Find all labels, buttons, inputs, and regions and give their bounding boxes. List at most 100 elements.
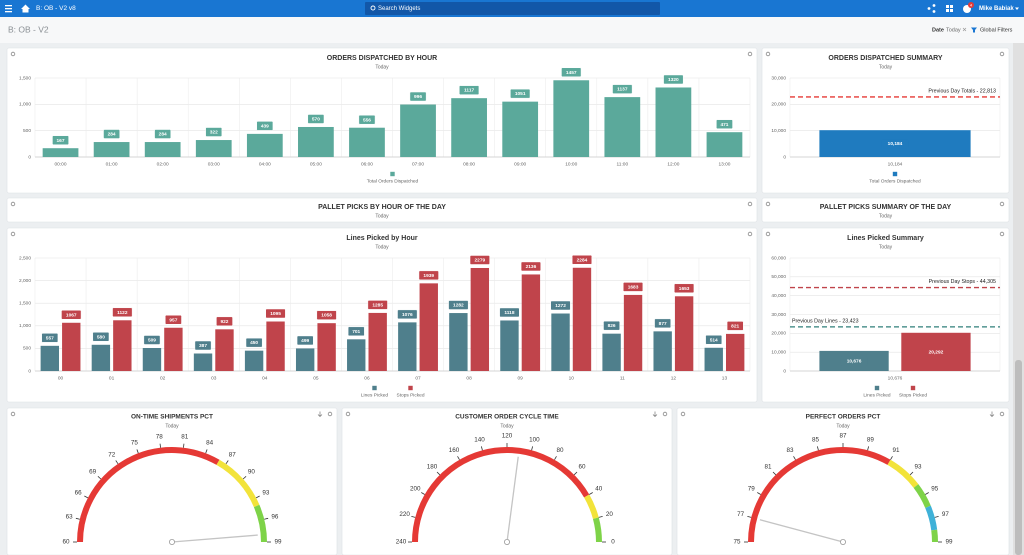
gauge-tick-label: 240 (396, 539, 407, 546)
widget-menu-icon[interactable] (327, 411, 333, 417)
gauge-tick (772, 471, 777, 476)
gauge-band (887, 459, 919, 488)
widget-settings-icon[interactable] (10, 411, 16, 417)
data-label: 580 (97, 334, 105, 340)
data-label: 1137 (617, 87, 628, 93)
data-label-box (603, 320, 620, 331)
gauge-tick (411, 515, 416, 518)
bar (653, 331, 672, 371)
data-label-box (92, 332, 110, 342)
dashboard-title[interactable]: B: OB - V2 v8 (36, 5, 76, 12)
widget-settings-icon[interactable] (10, 51, 16, 57)
data-label: 996 (414, 94, 422, 100)
data-label: 1058 (321, 313, 332, 319)
gauge-tick-label: 90 (248, 468, 256, 475)
search-box[interactable] (365, 2, 660, 15)
gauge-tick (554, 456, 557, 460)
legend-label[interactable]: Total Orders Dispatched (367, 178, 419, 184)
date-clear[interactable] (962, 27, 967, 32)
gauge-tick-label: 72 (108, 451, 116, 458)
date-value[interactable]: Today (946, 27, 961, 33)
widget-settings-icon[interactable] (680, 411, 686, 417)
legend-label[interactable]: Lines Picked (863, 392, 891, 398)
legend-label[interactable]: Lines Picked (361, 392, 389, 398)
x-tick-label: 07:00 (412, 161, 424, 167)
legend-label[interactable]: Total Orders Dispatched (869, 178, 921, 184)
widget-panel (676, 407, 1010, 555)
widget-settings-icon[interactable] (10, 201, 16, 207)
gauge-tick (264, 517, 269, 520)
gauge-pivot (503, 539, 510, 546)
share-icon[interactable] (927, 4, 936, 13)
y-tick-label: 60,000 (771, 255, 786, 261)
widget-menu-icon[interactable] (747, 231, 753, 237)
x-tick-label: 10 (569, 375, 575, 381)
bar (266, 321, 285, 371)
widget-menu-icon[interactable] (999, 231, 1005, 237)
data-label-box (510, 88, 531, 99)
gauge-tick (115, 460, 119, 465)
bar (398, 322, 417, 371)
gauge-tick-label: 81 (765, 464, 773, 471)
widget-menu-icon[interactable] (747, 51, 753, 57)
widget-settings-icon[interactable] (10, 231, 16, 237)
home-icon[interactable] (21, 4, 30, 13)
bar (400, 104, 436, 157)
scrollbar-thumb[interactable] (1015, 360, 1022, 555)
gauge-tick-label: 66 (75, 489, 83, 496)
widget-download-icon[interactable] (317, 411, 323, 417)
widget-panel (761, 227, 1010, 403)
legend-label[interactable]: Stops Picked (397, 392, 425, 398)
bar (551, 313, 570, 371)
gauge-tick-label: 95 (931, 486, 939, 493)
data-label-box (216, 316, 233, 327)
widget-download-icon[interactable] (989, 411, 995, 417)
widget-title: Lines Picked Summary (847, 235, 924, 242)
gauge-tick-label: 100 (529, 436, 540, 443)
widget-menu-icon[interactable] (999, 51, 1005, 57)
widget-settings-icon[interactable] (765, 51, 771, 57)
global-filters[interactable]: Global Filters (980, 27, 1013, 33)
x-tick-label: 07 (415, 375, 421, 381)
apps-icon[interactable] (946, 5, 953, 12)
widget-title: CUSTOMER ORDER CYCLE TIME (455, 414, 559, 421)
menu-icon[interactable] (5, 5, 12, 13)
gauge-tick (75, 517, 80, 520)
y-tick-label: 0 (28, 154, 31, 160)
data-label: 387 (199, 343, 207, 349)
search-icon (370, 5, 376, 11)
gauge-tick (816, 446, 819, 451)
data-label: 514 (710, 337, 718, 343)
widget-menu-icon[interactable] (662, 411, 668, 417)
user-name[interactable]: Mike Babiak (979, 6, 1014, 12)
badge-count: 4 (970, 2, 973, 7)
data-label: 826 (608, 323, 616, 329)
widget-download-icon[interactable] (652, 411, 658, 417)
widget-settings-icon[interactable] (765, 231, 771, 237)
data-label: 322 (210, 130, 218, 136)
user-menu-caret[interactable] (1015, 7, 1019, 11)
page-title: B: OB - V2 (8, 24, 49, 34)
widget-subtitle: Today (836, 423, 850, 429)
x-tick-label: 01 (109, 375, 115, 381)
bar (502, 101, 539, 157)
y-tick-label: 30,000 (771, 75, 786, 81)
widget-subtitle: Today (500, 423, 514, 429)
widget-menu-icon[interactable] (747, 201, 753, 207)
data-label-box (448, 300, 469, 310)
data-label-box (307, 114, 325, 124)
x-tick-label: 12:00 (667, 161, 679, 167)
bar (244, 350, 264, 371)
gauge-tick-label: 99 (945, 539, 953, 546)
bar (553, 80, 590, 157)
widget-settings-icon[interactable] (345, 411, 351, 417)
widget-menu-icon[interactable] (999, 411, 1005, 417)
data-label-box (726, 321, 744, 331)
legend-label[interactable]: Stops Picked (899, 392, 927, 398)
x-tick-label: 12 (671, 375, 677, 381)
widget-menu-icon[interactable] (999, 201, 1005, 207)
gauge-tick-label: 120 (502, 433, 513, 440)
bar (706, 132, 743, 157)
widget-settings-icon[interactable] (765, 201, 771, 207)
bar (470, 267, 490, 371)
